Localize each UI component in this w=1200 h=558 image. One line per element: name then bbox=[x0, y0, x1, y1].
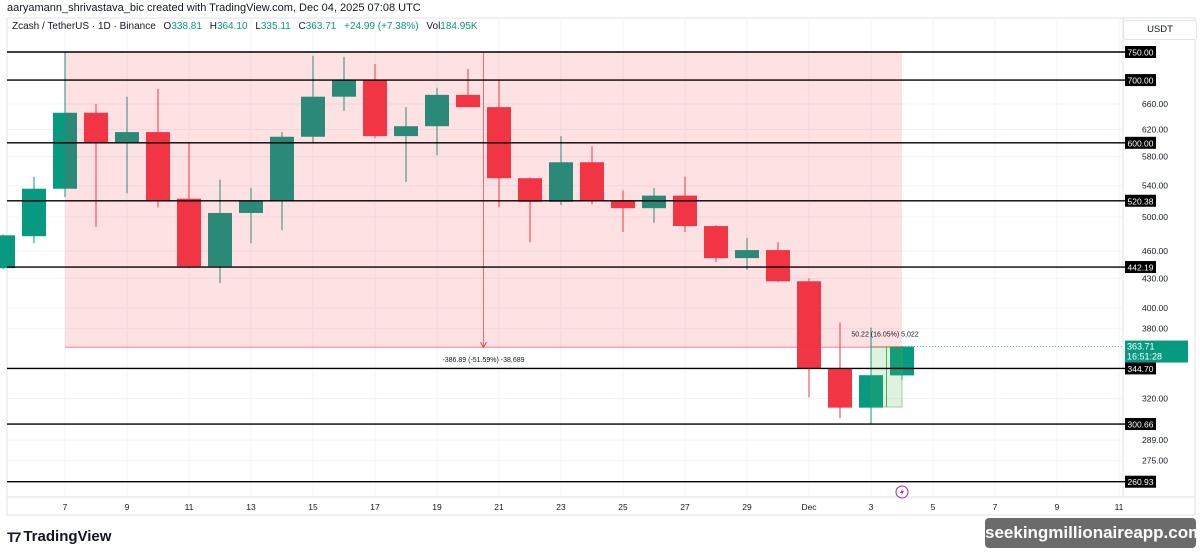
tradingview-brand[interactable]: T7 TradingView bbox=[7, 528, 111, 545]
symbol-name[interactable]: Zcash / TetherUS · 1D · Binance bbox=[12, 21, 156, 32]
candle-up bbox=[239, 201, 263, 213]
candle-up bbox=[642, 195, 666, 209]
time-tick-label: 9 bbox=[1055, 502, 1060, 512]
level-price-label: 442.19 bbox=[1128, 263, 1154, 273]
time-tick-label: 23 bbox=[556, 502, 566, 512]
level-price-badge bbox=[1125, 136, 1156, 149]
price-tick-label: 540.00 bbox=[1142, 181, 1168, 191]
close-label: C bbox=[298, 21, 306, 32]
candle-down bbox=[704, 226, 728, 259]
price-tick-label: 400.00 bbox=[1142, 303, 1168, 313]
level-price-badge bbox=[1125, 362, 1156, 375]
candle-down bbox=[363, 80, 387, 137]
time-tick-label: 19 bbox=[432, 502, 442, 512]
candle-down bbox=[611, 201, 635, 209]
level-price-label: 700.00 bbox=[1128, 76, 1154, 86]
time-tick-label: 25 bbox=[618, 502, 628, 512]
candle-down bbox=[177, 198, 201, 267]
candle-up bbox=[270, 136, 294, 202]
time-tick-label: 21 bbox=[494, 502, 504, 512]
level-price-label: 344.70 bbox=[1128, 364, 1154, 374]
candle-up bbox=[394, 126, 418, 137]
time-tick-label: 13 bbox=[246, 502, 256, 512]
symbol-legend: Zcash / TetherUS · 1D · Binance O338.81 … bbox=[12, 21, 483, 32]
chart-credit: aaryamann_shrivastava_bic created with T… bbox=[7, 2, 421, 14]
level-price-label: 750.00 bbox=[1128, 48, 1154, 58]
time-tick-label: 11 bbox=[185, 502, 194, 512]
measure-label: -386.89 (-51.59%) -38,689 bbox=[442, 357, 524, 364]
level-price-label: 600.00 bbox=[1128, 138, 1154, 148]
price-tick-label: 580.00 bbox=[1142, 152, 1168, 162]
candle-up bbox=[301, 96, 325, 137]
candle-down bbox=[456, 94, 480, 108]
level-price-badge bbox=[1125, 261, 1156, 274]
level-price-badge bbox=[1125, 418, 1156, 431]
level-price-label: 520.38 bbox=[1128, 196, 1154, 206]
open-label: O bbox=[163, 21, 172, 32]
level-price-label: 260.93 bbox=[1128, 477, 1154, 487]
level-price-label: 300.66 bbox=[1128, 420, 1154, 430]
measure-arrow-head bbox=[480, 341, 487, 349]
price-tick-label: 289.00 bbox=[1142, 435, 1168, 445]
candle-down bbox=[766, 250, 790, 282]
price-tick-label: 430.00 bbox=[1142, 273, 1168, 283]
high-label: H bbox=[209, 21, 217, 32]
candle-up bbox=[735, 250, 759, 259]
candle-down bbox=[518, 178, 542, 202]
price-tick-label: 320.00 bbox=[1142, 394, 1168, 404]
time-tick-label: 11 bbox=[1115, 502, 1124, 512]
time-tick-label: 7 bbox=[63, 502, 68, 512]
lightning-icon-glyph bbox=[900, 488, 904, 496]
brand-name: TradingView bbox=[23, 528, 112, 545]
price-tick-label: 380.00 bbox=[1142, 324, 1168, 334]
high-value: 364.10 bbox=[216, 21, 248, 32]
time-tick-label: 9 bbox=[125, 502, 130, 512]
change-value: +24.99 (+7.38%) bbox=[344, 21, 419, 32]
candle-up bbox=[549, 162, 573, 202]
level-price-badge bbox=[1125, 194, 1156, 207]
level-price-badge bbox=[1125, 475, 1156, 488]
vol-label: Vol bbox=[426, 21, 441, 32]
candle-up bbox=[425, 94, 449, 127]
price-tick-label: 620.00 bbox=[1142, 124, 1168, 134]
candle-down bbox=[580, 162, 604, 202]
time-tick-label: 29 bbox=[742, 502, 752, 512]
candle-up bbox=[115, 132, 139, 143]
level-price-badge bbox=[1125, 74, 1156, 87]
candle-up bbox=[332, 80, 356, 97]
price-tick-label: 460.00 bbox=[1142, 246, 1168, 256]
time-tick-label: 15 bbox=[308, 502, 318, 512]
candle-up bbox=[22, 188, 46, 237]
open-value: 338.81 bbox=[171, 21, 202, 32]
current-price-badge bbox=[1125, 340, 1188, 363]
measure-label: 50.22 (16.05%) 5,022 bbox=[851, 332, 918, 339]
candle-up bbox=[208, 212, 232, 267]
candle-down bbox=[828, 368, 852, 408]
candle-down bbox=[797, 281, 821, 369]
current-price-label: 363.71 bbox=[1127, 342, 1155, 352]
time-tick-label: 27 bbox=[680, 502, 690, 512]
time-tick-label: 17 bbox=[370, 502, 380, 512]
currency-selector[interactable]: USDT bbox=[1123, 20, 1197, 40]
candle-up bbox=[0, 235, 15, 269]
time-tick-label: 7 bbox=[993, 502, 998, 512]
low-label: L bbox=[255, 21, 261, 32]
time-tick-label: 3 bbox=[869, 502, 874, 512]
level-price-badge bbox=[1125, 46, 1156, 58]
price-tick-label: 275.00 bbox=[1142, 455, 1168, 465]
tradingview-logo-icon: T7 bbox=[7, 528, 21, 545]
countdown-label: 16:51:28 bbox=[1127, 352, 1162, 362]
time-tick-label: 5 bbox=[931, 502, 936, 512]
low-value: 335.11 bbox=[260, 21, 291, 32]
close-value: 363.71 bbox=[305, 21, 337, 32]
price-tick-label: 660.00 bbox=[1142, 99, 1168, 109]
candle-up bbox=[53, 112, 77, 189]
watermark: seekingmillionaireapp.com bbox=[985, 518, 1200, 548]
candle-down bbox=[84, 112, 108, 143]
time-tick-label: Dec bbox=[801, 502, 817, 512]
price-tick-label: 500.00 bbox=[1142, 212, 1168, 222]
vol-value: 184.95K bbox=[440, 21, 478, 32]
